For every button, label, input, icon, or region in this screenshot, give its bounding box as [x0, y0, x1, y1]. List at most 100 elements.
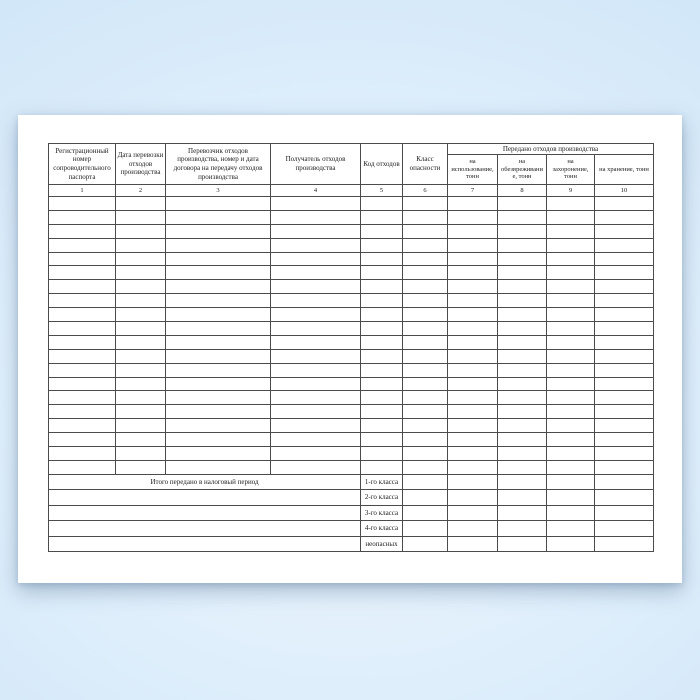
- col-header-registration-number: Регистрационный номер сопроводительного …: [48, 143, 116, 185]
- summary-value-cell: [447, 504, 498, 522]
- summary-value-cell: [593, 473, 655, 491]
- table-summary: Итого передано в налоговый период 1-го кл…: [48, 473, 655, 553]
- data-cell: [447, 404, 498, 420]
- data-cell: [165, 209, 271, 225]
- summary-value-cell: [546, 520, 595, 537]
- data-cell: [497, 223, 547, 239]
- data-cell: [447, 209, 498, 225]
- summary-left-cell: [48, 535, 361, 553]
- data-cell: [593, 390, 655, 406]
- data-cell: [402, 446, 448, 461]
- data-cell: [497, 348, 547, 364]
- data-cell: [115, 196, 166, 211]
- column-number-1: 1: [48, 184, 116, 197]
- data-cell: [497, 390, 547, 406]
- data-cell: [546, 293, 595, 309]
- data-cell: [165, 362, 271, 378]
- summary-value-cell: [497, 535, 547, 553]
- summary-left-cell: [48, 504, 361, 522]
- data-cell: [48, 334, 116, 350]
- table-body: [48, 196, 655, 475]
- data-cell: [593, 321, 655, 336]
- data-cell: [447, 251, 498, 267]
- data-cell: [402, 265, 448, 281]
- summary-left-cell: [48, 520, 361, 537]
- empty-data-row: [48, 237, 655, 253]
- data-cell: [360, 459, 403, 475]
- summary-value-cell: [402, 520, 448, 537]
- data-cell: [48, 279, 116, 295]
- data-cell: [447, 237, 498, 253]
- empty-data-row: [48, 418, 655, 434]
- data-cell: [497, 251, 547, 267]
- data-cell: [593, 459, 655, 475]
- empty-data-row: [48, 321, 655, 336]
- column-number-8: 8: [497, 184, 547, 197]
- data-cell: [360, 404, 403, 420]
- data-cell: [360, 279, 403, 295]
- data-cell: [546, 307, 595, 323]
- data-cell: [593, 279, 655, 295]
- data-cell: [115, 362, 166, 378]
- data-cell: [48, 446, 116, 461]
- data-cell: [270, 321, 361, 336]
- waste-transfer-register-table: Регистрационный номер сопроводительного …: [48, 143, 655, 553]
- data-cell: [270, 209, 361, 225]
- data-cell: [546, 390, 595, 406]
- data-cell: [447, 459, 498, 475]
- data-cell: [270, 265, 361, 281]
- data-cell: [497, 404, 547, 420]
- data-cell: [402, 293, 448, 309]
- data-cell: [546, 265, 595, 281]
- data-cell: [447, 418, 498, 434]
- empty-data-row: [48, 209, 655, 225]
- data-cell: [115, 209, 166, 225]
- data-cell: [497, 376, 547, 392]
- data-cell: [593, 223, 655, 239]
- data-cell: [165, 307, 271, 323]
- data-cell: [115, 348, 166, 364]
- summary-value-cell: [402, 473, 448, 491]
- data-cell: [48, 321, 116, 336]
- data-cell: [497, 279, 547, 295]
- data-cell: [270, 307, 361, 323]
- data-cell: [546, 209, 595, 225]
- data-cell: [360, 432, 403, 448]
- summary-row: 3-го класса: [48, 504, 655, 522]
- document-page: Регистрационный номер сопроводительного …: [18, 115, 682, 583]
- data-cell: [447, 321, 498, 336]
- data-cell: [402, 362, 448, 378]
- data-cell: [48, 404, 116, 420]
- data-cell: [165, 348, 271, 364]
- summary-value-cell: [402, 504, 448, 522]
- col-group-header-transferred: Передано отходов производства: [446, 143, 655, 155]
- empty-data-row: [48, 251, 655, 267]
- data-cell: [270, 432, 361, 448]
- summary-value-cell: [402, 489, 448, 506]
- data-cell: [360, 376, 403, 392]
- data-cell: [447, 279, 498, 295]
- column-number-5: 5: [360, 184, 403, 197]
- summary-value-cell: [497, 504, 547, 522]
- data-cell: [593, 196, 655, 211]
- data-cell: [497, 362, 547, 378]
- col-header-for-use: на использование, тонн: [447, 154, 498, 185]
- column-number-9: 9: [546, 184, 595, 197]
- data-cell: [165, 265, 271, 281]
- data-cell: [402, 209, 448, 225]
- data-cell: [165, 334, 271, 350]
- data-cell: [165, 237, 271, 253]
- data-cell: [593, 265, 655, 281]
- data-cell: [165, 223, 271, 239]
- data-cell: [402, 334, 448, 350]
- data-cell: [447, 376, 498, 392]
- data-cell: [48, 237, 116, 253]
- summary-class-label: 3-го класса: [360, 504, 403, 522]
- empty-data-row: [48, 459, 655, 475]
- data-cell: [360, 223, 403, 239]
- data-cell: [360, 265, 403, 281]
- data-cell: [402, 307, 448, 323]
- data-cell: [402, 459, 448, 475]
- header-row-top: Регистрационный номер сопроводительного …: [48, 143, 655, 185]
- data-cell: [115, 265, 166, 281]
